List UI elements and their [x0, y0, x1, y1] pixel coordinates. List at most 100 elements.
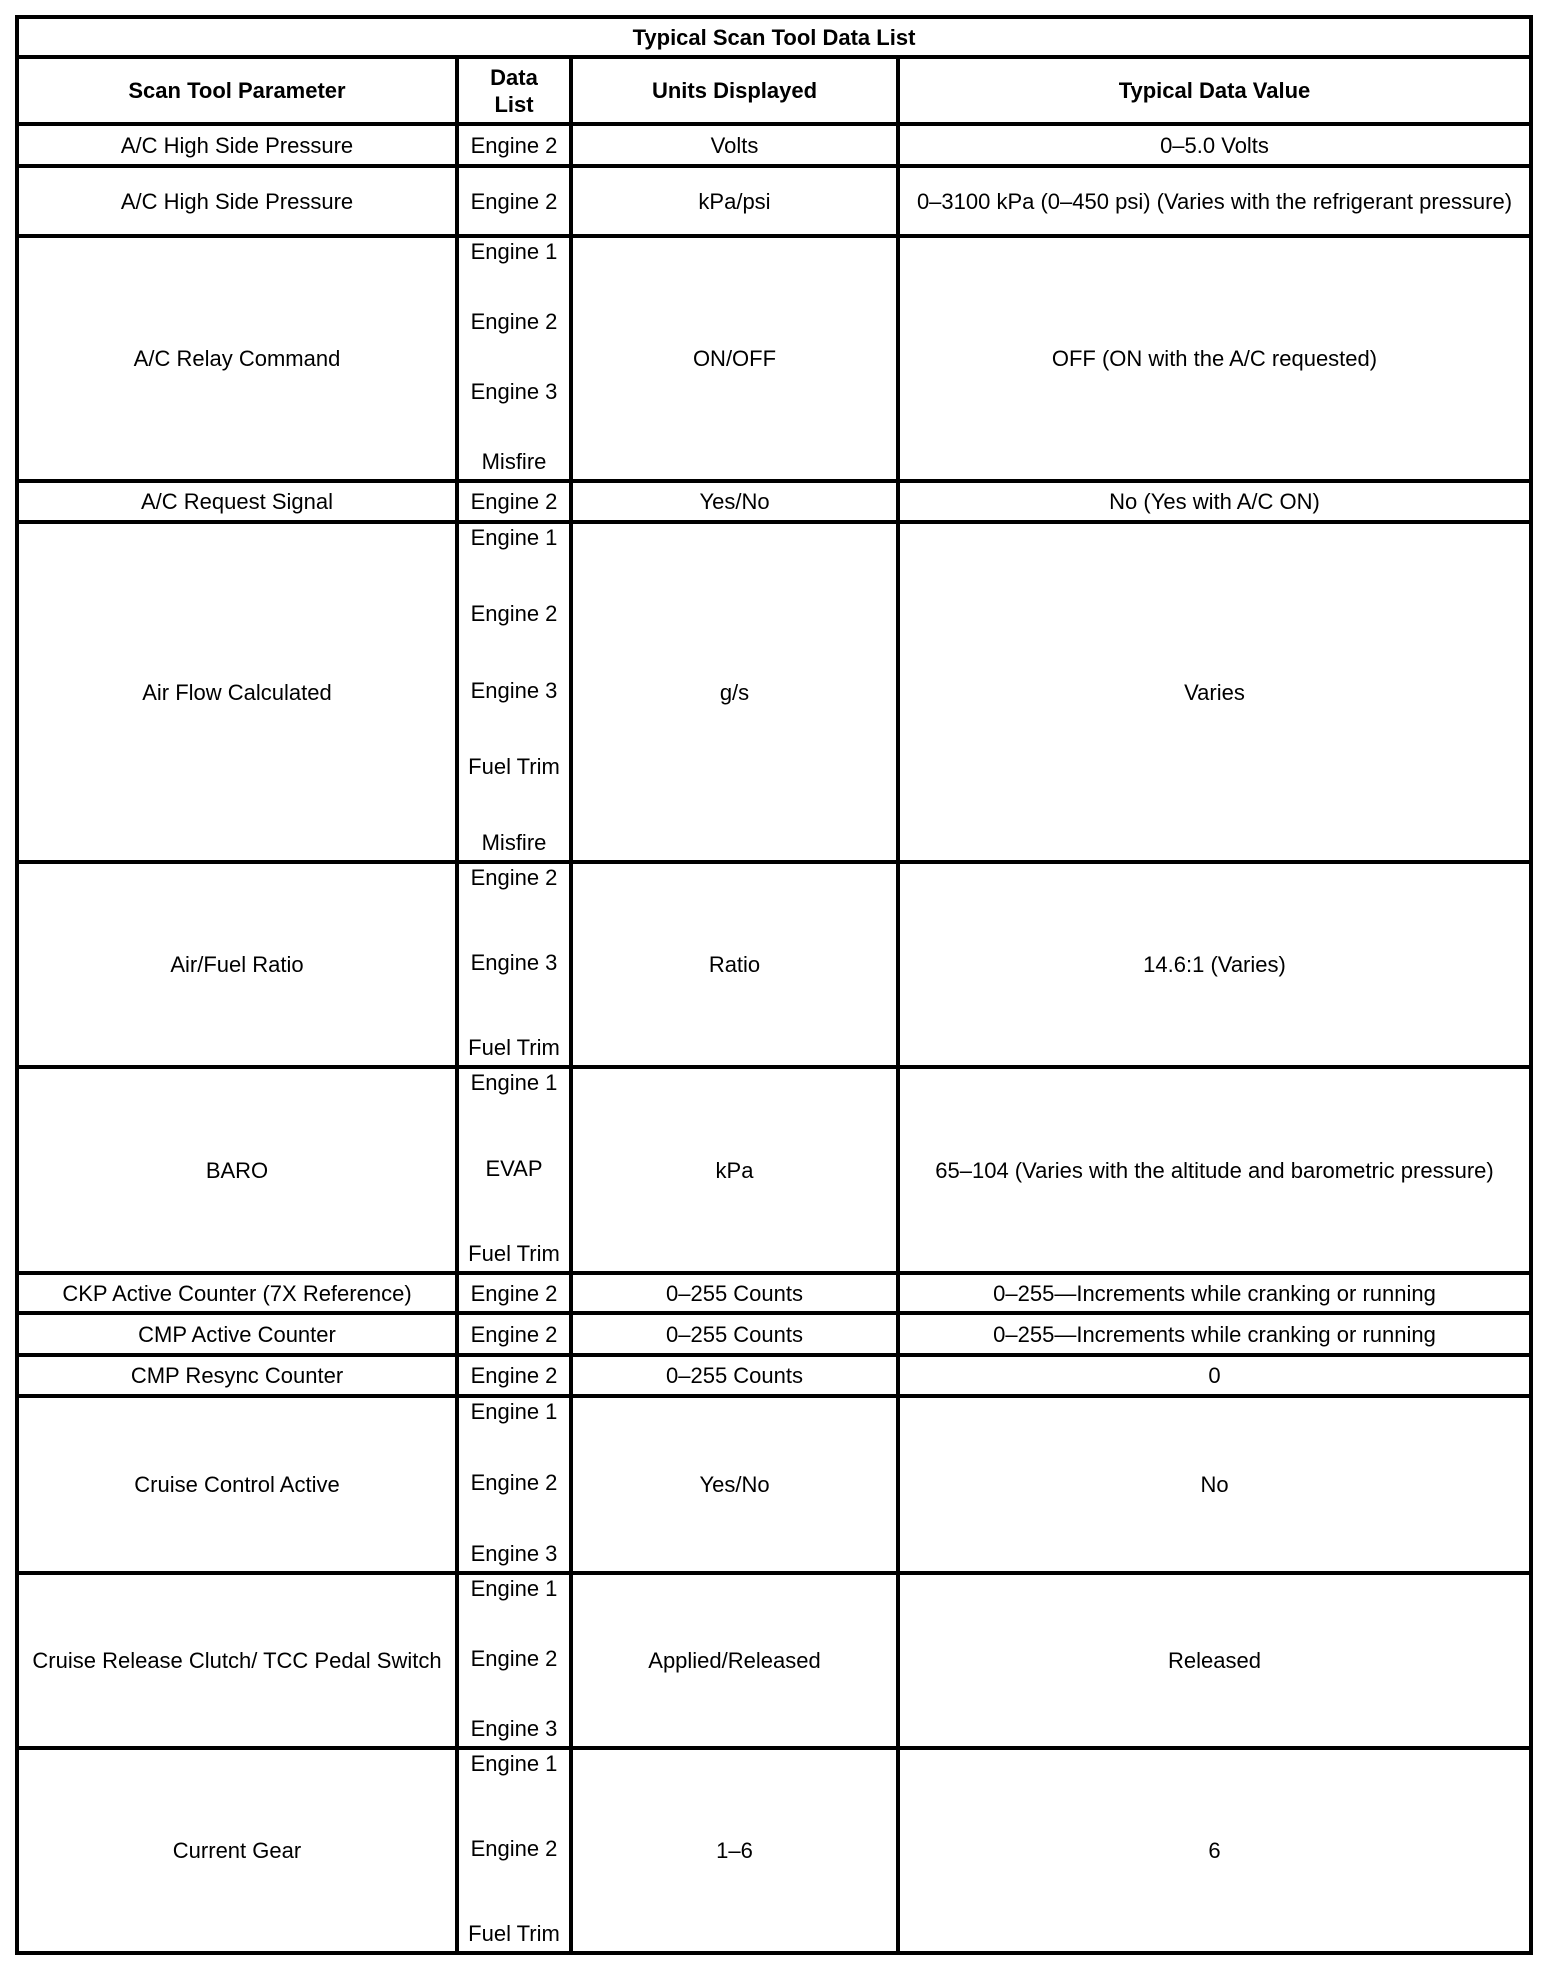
parameter-cell: Air/Fuel Ratio: [15, 860, 459, 1069]
table-row: CMP Resync Counter Engine 2 0–255 Counts 0: [15, 1353, 1533, 1398]
data-list-entry: Fuel Trim: [468, 1921, 560, 1946]
units-cell: ON/OFF: [569, 234, 900, 483]
table-row: Air/Fuel Ratio Engine 2 Engine 3 Fuel Trim R…: [15, 860, 1533, 1069]
parameter-cell: Current Gear: [15, 1746, 459, 1955]
data-list-stack: Engine 2: [461, 1362, 567, 1389]
value-cell: 0–255—Increments while cranking or runni…: [896, 1311, 1533, 1357]
data-list-entry: EVAP: [485, 1155, 543, 1181]
value-cell: 6: [896, 1746, 1533, 1955]
table-row: CKP Active Counter (7X Reference) Engine …: [15, 1271, 1533, 1315]
parameter-cell: CMP Active Counter: [15, 1311, 459, 1357]
data-list-cell: Engine 2: [455, 1353, 573, 1398]
data-list-entry: Engine 3: [470, 950, 558, 975]
data-list-cell: Engine 1 Engine 2 Engine 3 Fuel Trim Misfire: [455, 520, 573, 864]
data-list-entry: Engine 3: [470, 677, 558, 703]
table-row: A/C Request Signal Engine 2 Yes/No No (Yes …: [15, 479, 1533, 524]
data-list-entry: Engine 2: [470, 309, 558, 334]
table-row: Cruise Release Clutch/ TCC Pedal Switch E…: [15, 1571, 1533, 1750]
units-cell: 1–6: [569, 1746, 900, 1955]
header-units: Units Displayed: [569, 55, 900, 126]
header-row: Scan Tool Parameter Data List Units Disp…: [15, 55, 1533, 126]
data-list-stack: Engine 2: [461, 488, 567, 515]
data-list-entry: Engine 1: [470, 1576, 558, 1601]
value-cell: 0–255—Increments while cranking or runni…: [896, 1271, 1533, 1315]
data-list-stack: Engine 1 Engine 2 Fuel Trim: [461, 1750, 567, 1947]
units-cell: kPa: [569, 1065, 900, 1275]
units-cell: Ratio: [569, 860, 900, 1069]
scan-tool-data-table: Typical Scan Tool Data List Scan Tool Pa…: [15, 15, 1533, 1955]
data-list-entry: Engine 3: [470, 379, 558, 404]
data-list-cell: Engine 1 Engine 2 Engine 3: [455, 1571, 573, 1750]
data-list-entry: Engine 2: [470, 601, 558, 627]
value-cell: 65–104 (Varies with the altitude and bar…: [896, 1065, 1533, 1275]
units-cell: Volts: [569, 122, 900, 168]
units-cell: 0–255 Counts: [569, 1311, 900, 1357]
value-cell: 0–3100 kPa (0–450 psi) (Varies with the …: [896, 164, 1533, 238]
table-row: Cruise Control Active Engine 1 Engine 2 Eng…: [15, 1394, 1533, 1575]
data-list-stack: Engine 2: [461, 1280, 567, 1307]
data-list-cell: Engine 2: [455, 164, 573, 238]
data-list-stack: Engine 2: [461, 1321, 567, 1348]
data-list-stack: Engine 2: [461, 188, 567, 215]
data-list-entry: Engine 2: [470, 188, 558, 214]
value-cell: Varies: [896, 520, 1533, 864]
data-list-entry: Engine 2: [470, 1470, 558, 1495]
value-cell: No (Yes with A/C ON): [896, 479, 1533, 524]
data-list-entry: Engine 2: [470, 1646, 558, 1671]
data-list-cell: Engine 2: [455, 122, 573, 168]
table-row: A/C Relay Command Engine 1 Engine 2 Engine …: [15, 234, 1533, 483]
data-list-entry: Engine 2: [470, 1280, 558, 1306]
table-row: Current Gear Engine 1 Engine 2 Fuel Trim 1–6…: [15, 1746, 1533, 1955]
units-cell: Applied/Released: [569, 1571, 900, 1750]
units-cell: 0–255 Counts: [569, 1271, 900, 1315]
data-list-cell: Engine 2: [455, 479, 573, 524]
parameter-cell: A/C Relay Command: [15, 234, 459, 483]
units-cell: Yes/No: [569, 479, 900, 524]
units-cell: kPa/psi: [569, 164, 900, 238]
data-list-stack: Engine 1 Engine 2 Engine 3 Misfire: [461, 238, 567, 475]
data-list-cell: Engine 1 Engine 2 Engine 3 Misfire: [455, 234, 573, 483]
parameter-cell: CMP Resync Counter: [15, 1353, 459, 1398]
parameter-cell: A/C High Side Pressure: [15, 164, 459, 238]
data-list-stack: Engine 1 EVAP Fuel Trim: [461, 1069, 567, 1267]
data-list-entry: Misfire: [481, 449, 547, 474]
data-list-entry: Engine 1: [470, 525, 558, 550]
table-row: A/C High Side Pressure Engine 2 kPa/psi 0–3…: [15, 164, 1533, 238]
data-list-entry: Engine 2: [470, 1363, 558, 1388]
data-list-entry: Engine 3: [470, 1716, 558, 1741]
parameter-cell: A/C High Side Pressure: [15, 122, 459, 168]
value-cell: OFF (ON with the A/C requested): [896, 234, 1533, 483]
data-list-entry: Misfire: [481, 830, 547, 855]
header-parameter: Scan Tool Parameter: [15, 55, 459, 126]
data-list-entry: Engine 2: [470, 1321, 558, 1347]
data-list-entry: Engine 2: [470, 1836, 558, 1861]
table-row: CMP Active Counter Engine 2 0–255 Counts 0–…: [15, 1311, 1533, 1357]
parameter-cell: BARO: [15, 1065, 459, 1275]
value-cell: 0–5.0 Volts: [896, 122, 1533, 168]
units-cell: 0–255 Counts: [569, 1353, 900, 1398]
data-list-stack: Engine 1 Engine 2 Engine 3: [461, 1575, 567, 1742]
data-list-cell: Engine 2: [455, 1311, 573, 1357]
data-list-entry: Engine 2: [470, 132, 558, 158]
data-list-stack: Engine 2: [461, 132, 567, 159]
units-cell: g/s: [569, 520, 900, 864]
data-list-entry: Engine 1: [470, 1751, 558, 1776]
value-cell: No: [896, 1394, 1533, 1575]
units-cell: Yes/No: [569, 1394, 900, 1575]
data-list-cell: Engine 1 Engine 2 Engine 3: [455, 1394, 573, 1575]
data-list-entry: Fuel Trim: [468, 1035, 560, 1060]
title-row: Typical Scan Tool Data List: [15, 15, 1533, 59]
data-list-entry: Engine 1: [470, 239, 558, 264]
parameter-cell: Cruise Control Active: [15, 1394, 459, 1575]
table-row: BARO Engine 1 EVAP Fuel Trim kPa 65–104 (Vari…: [15, 1065, 1533, 1275]
value-cell: Released: [896, 1571, 1533, 1750]
parameter-cell: Cruise Release Clutch/ TCC Pedal Switch: [15, 1571, 459, 1750]
data-list-entry: Engine 2: [470, 489, 558, 514]
data-list-cell: Engine 2: [455, 1271, 573, 1315]
table-row: Air Flow Calculated Engine 1 Engine 2 Engin…: [15, 520, 1533, 864]
parameter-cell: Air Flow Calculated: [15, 520, 459, 864]
data-list-entry: Engine 3: [470, 1541, 558, 1566]
parameter-cell: CKP Active Counter (7X Reference): [15, 1271, 459, 1315]
data-list-entry: Fuel Trim: [468, 1241, 560, 1266]
data-list-stack: Engine 1 Engine 2 Engine 3 Fuel Trim Misfire: [461, 524, 567, 856]
